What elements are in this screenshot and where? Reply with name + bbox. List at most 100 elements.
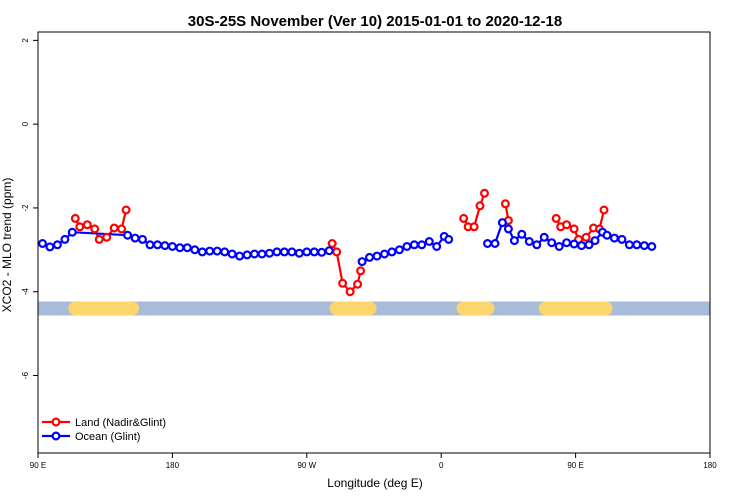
ocean-data-point bbox=[590, 236, 600, 246]
ocean-data-point bbox=[577, 241, 587, 251]
land-data-point bbox=[338, 278, 348, 288]
ocean-data-point bbox=[632, 240, 642, 250]
y-tick-label: 0 bbox=[21, 121, 30, 126]
ocean-data-point bbox=[562, 238, 572, 248]
y-axis: 2 0 -2 -4 -6 bbox=[21, 38, 38, 379]
land-data-point bbox=[480, 188, 490, 198]
land-data-point bbox=[459, 213, 469, 223]
ocean-data-point bbox=[424, 237, 434, 247]
x-tick-label: 90 E bbox=[567, 461, 583, 470]
plot-frame bbox=[37, 31, 711, 454]
land-data-point bbox=[90, 224, 100, 234]
ocean-data-point bbox=[490, 239, 500, 249]
ocean-data-point bbox=[167, 242, 177, 252]
land-data-point bbox=[551, 213, 561, 223]
land-data-point bbox=[327, 239, 337, 249]
ocean-data-point bbox=[272, 247, 282, 257]
ocean-data-point bbox=[302, 247, 312, 257]
ocean-data-point bbox=[402, 242, 412, 252]
ocean-data-point bbox=[182, 243, 192, 253]
legend-land-label: Land (Nadir&Glint) bbox=[75, 417, 166, 429]
land-data-point bbox=[94, 234, 104, 244]
ocean-data-point bbox=[190, 245, 200, 255]
ocean-data-point bbox=[138, 234, 148, 244]
land-data-point bbox=[70, 213, 80, 223]
land-data-point bbox=[121, 205, 131, 215]
ocean-data-point bbox=[227, 249, 237, 259]
ocean-data-point bbox=[417, 240, 427, 250]
ocean-data-point bbox=[160, 241, 170, 251]
ocean-data-point bbox=[432, 242, 442, 252]
ocean-data-point bbox=[357, 257, 367, 267]
chart-title: 30S-25S November (Ver 10) 2015-01-01 to … bbox=[188, 13, 562, 30]
land-data-point bbox=[353, 279, 363, 289]
legend: Land (Nadir&Glint) Ocean (Glint) bbox=[42, 417, 166, 443]
ocean-data-point bbox=[309, 247, 319, 257]
land-data-point bbox=[75, 222, 85, 232]
plot-series bbox=[37, 188, 657, 297]
ocean-data-point bbox=[242, 250, 252, 260]
land-data-point bbox=[475, 201, 485, 211]
ocean-data-point bbox=[387, 247, 397, 257]
land-data-point bbox=[581, 232, 591, 242]
ocean-data-point bbox=[145, 240, 155, 250]
y-axis-title: XCO2 - MLO trend (ppm) bbox=[0, 178, 14, 313]
land-data-point bbox=[500, 199, 510, 209]
x-axis: 90 E 180 90 W 0 90 E 180 bbox=[30, 453, 717, 470]
ocean-data-point bbox=[123, 230, 133, 240]
ocean-data-point bbox=[380, 249, 390, 259]
ocean-data-point bbox=[37, 239, 47, 249]
ocean-data-point bbox=[197, 247, 207, 257]
land-data-point bbox=[562, 220, 572, 230]
ocean-data-point bbox=[317, 247, 327, 257]
land-data-point bbox=[109, 223, 119, 233]
land-data-point bbox=[332, 247, 342, 257]
ocean-data-point bbox=[324, 246, 334, 256]
ocean-data-point bbox=[175, 243, 185, 253]
land-data-point bbox=[599, 205, 609, 215]
land-data-point bbox=[356, 266, 366, 276]
x-tick-label: 90 W bbox=[297, 461, 316, 470]
x-tick-label: 180 bbox=[166, 461, 180, 470]
ocean-data-point bbox=[294, 248, 304, 258]
y-tick-label: -4 bbox=[21, 288, 30, 296]
ocean-data-point bbox=[287, 247, 297, 257]
ocean-data-point bbox=[394, 245, 404, 255]
ocean-data-point bbox=[532, 240, 542, 250]
x-tick-label: 90 E bbox=[30, 461, 46, 470]
ocean-data-point bbox=[554, 242, 564, 252]
ocean-data-point bbox=[647, 242, 657, 252]
ocean-data-point bbox=[279, 247, 289, 257]
y-tick-label: -2 bbox=[21, 204, 30, 212]
ocean-data-point bbox=[524, 237, 534, 247]
ocean-data-point bbox=[624, 240, 634, 250]
ocean-data-point bbox=[547, 238, 557, 248]
ocean-data-point bbox=[497, 218, 507, 228]
ocean-data-point bbox=[60, 234, 70, 244]
land-data-point bbox=[345, 287, 355, 297]
ocean-data-point bbox=[617, 234, 627, 244]
x-tick-label: 180 bbox=[703, 461, 717, 470]
ocean-data-point bbox=[257, 249, 267, 259]
ocean-data-point bbox=[365, 252, 375, 262]
ocean-data-point bbox=[205, 246, 215, 256]
x-axis-title: Longitude (deg E) bbox=[327, 476, 422, 490]
ocean-data-point bbox=[509, 236, 519, 246]
ocean-data-point bbox=[584, 240, 594, 250]
ocean-data-point bbox=[372, 251, 382, 261]
land-data-point bbox=[82, 220, 92, 230]
ocean-data-point bbox=[517, 229, 527, 239]
ocean-data-point bbox=[569, 239, 579, 249]
legend-land-marker bbox=[51, 417, 61, 427]
ocean-data-point bbox=[483, 239, 493, 249]
legend-ocean-label: Ocean (Glint) bbox=[75, 431, 140, 443]
land-data-point bbox=[469, 222, 479, 232]
ocean-data-point bbox=[45, 242, 55, 252]
ocean-data-point bbox=[235, 251, 245, 261]
ocean-data-point bbox=[153, 240, 163, 250]
x-tick-label: 0 bbox=[439, 461, 444, 470]
ocean-data-point bbox=[52, 240, 62, 250]
ocean-data-point bbox=[212, 246, 222, 256]
land-data-point bbox=[569, 224, 579, 234]
